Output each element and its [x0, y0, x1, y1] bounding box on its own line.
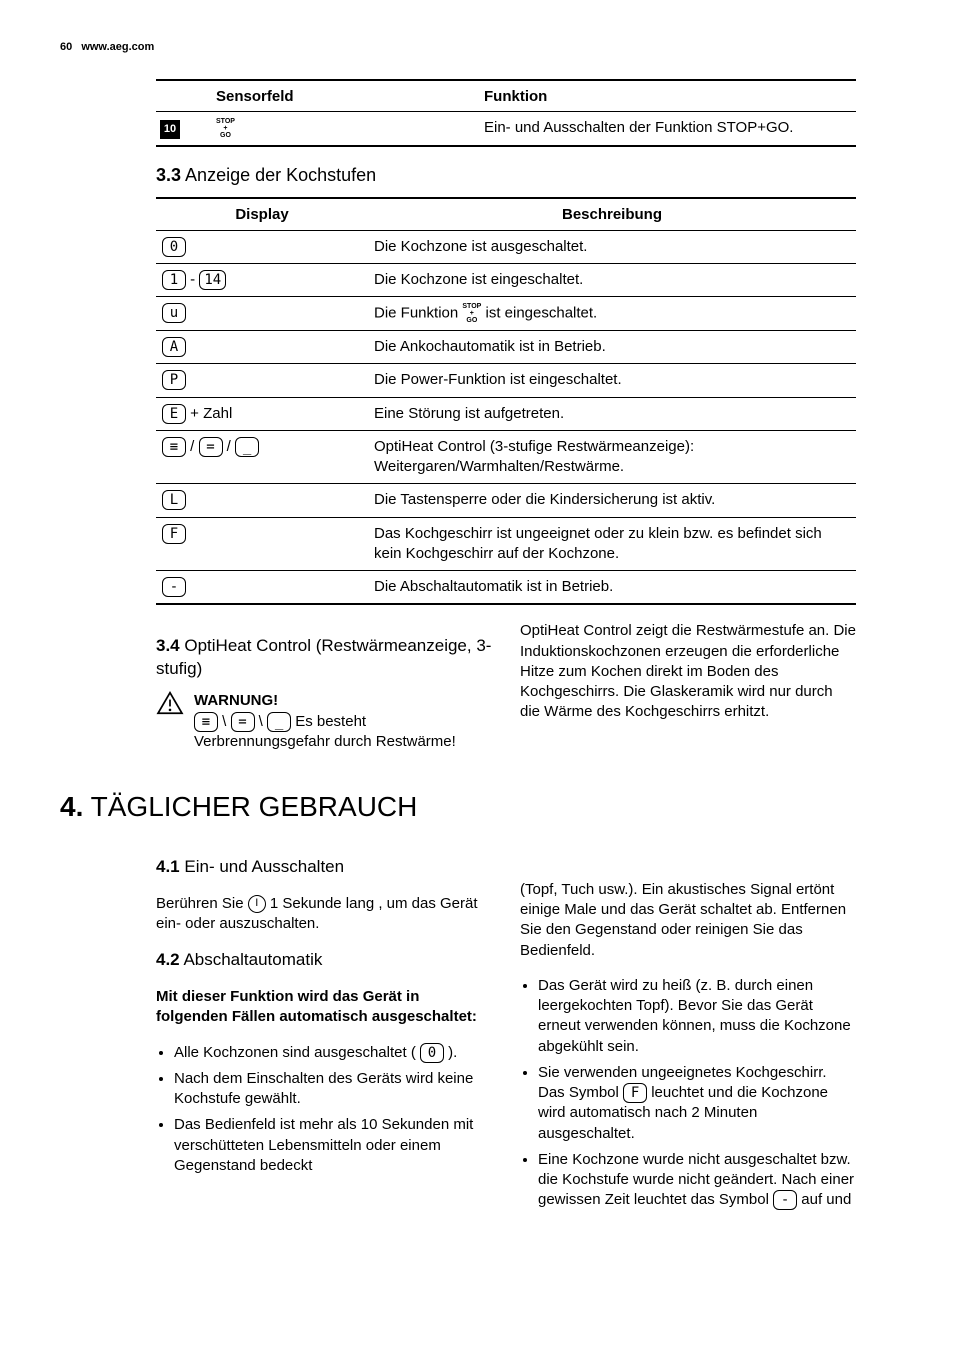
section-heading: 3.3 Anzeige der Kochstufen: [156, 163, 894, 187]
display-icon: -: [162, 577, 186, 597]
display-icon: F: [623, 1083, 647, 1103]
list-item: Sie verwenden ungeeignetes Kochgeschirr.…: [538, 1063, 856, 1144]
section-heading: 4.2 Abschaltautomatik: [156, 949, 492, 972]
display-table: Display Beschreibung 0 Die Kochzone ist a…: [156, 197, 856, 605]
row-desc: Die Abschaltautomatik ist in Betrieb.: [368, 571, 856, 605]
list-item: Das Bedienfeld ist mehr als 10 Sekunden …: [174, 1115, 492, 1176]
col-funktion: Funktion: [480, 80, 856, 112]
warning-title: WARNUNG!: [194, 691, 492, 711]
table-row: 1 - 14Die Kochzone ist eingeschaltet.: [156, 263, 856, 296]
col-sensorfeld: Sensorfeld: [212, 80, 480, 112]
warning-icon: [156, 691, 184, 715]
display-icon: ≡: [162, 437, 186, 457]
display-icon: A: [162, 337, 186, 357]
bullet-list: Alle Kochzonen sind ausgeschaltet ( 0 ).…: [156, 1043, 492, 1177]
display-icon: _: [235, 437, 259, 457]
display-icon: L: [162, 490, 186, 510]
row-desc: Das Kochgeschirr ist ungeeignet oder zu …: [368, 517, 856, 571]
list-item: Nach dem Einschalten des Geräts wird kei…: [174, 1069, 492, 1110]
row-desc: Die Kochzone ist ausgeschaltet.: [368, 230, 856, 263]
col-beschreibung: Beschreibung: [368, 198, 856, 230]
power-icon: I: [248, 895, 266, 913]
list-item: Das Gerät wird zu heiß (z. B. durch eine…: [538, 976, 856, 1057]
table-row: F Das Kochgeschirr ist ungeeignet oder zu…: [156, 517, 856, 571]
header-url: www.aeg.com: [81, 41, 154, 53]
row-desc: Eine Störung ist aufgetreten.: [368, 397, 856, 430]
table-row: A Die Ankochautomatik ist in Betrieb.: [156, 331, 856, 364]
row-desc: Die Ankochautomatik ist in Betrieb.: [368, 331, 856, 364]
display-icon: E: [162, 404, 186, 424]
row-number: 10: [160, 120, 180, 139]
stopgo-icon: STOP+GO: [216, 118, 235, 139]
row-desc: OptiHeat Control (3-stufige Restwärmeanz…: [368, 430, 856, 484]
sec41-text: Berühren Sie I 1 Sekunde lang , um das G…: [156, 894, 492, 935]
row-desc: Die Kochzone ist eingeschaltet.: [368, 263, 856, 296]
table-row: L Die Tastensperre oder die Kindersicheru…: [156, 484, 856, 517]
display-icon: 0: [420, 1043, 444, 1063]
warning-block: WARNUNG! ≡ \ = \ _ Es besteht Verbrennun…: [156, 691, 492, 752]
display-icon: 0: [162, 237, 186, 257]
display-icon: =: [231, 712, 255, 732]
bullet-list: Das Gerät wird zu heiß (z. B. durch eine…: [520, 976, 856, 1211]
page-header: 60 www.aeg.com: [60, 40, 894, 55]
display-icon: =: [199, 437, 223, 457]
row-desc: Die Tastensperre oder die Kindersicherun…: [368, 484, 856, 517]
page-number: 60: [60, 41, 72, 53]
section-heading: 3.4 OptiHeat Control (Restwärmeanzeige, …: [156, 635, 492, 681]
section-heading: 4.1 Ein- und Ausschalten: [156, 856, 492, 879]
display-icon: P: [162, 370, 186, 390]
table-row: ≡ / = / _OptiHeat Control (3-stufige Res…: [156, 430, 856, 484]
row-desc: Die Funktion STOP+GO ist eingeschaltet.: [368, 297, 856, 331]
table-row: 10 STOP+GO Ein- und Ausschalten der Funk…: [156, 112, 856, 147]
table-row: P Die Power-Funktion ist eingeschaltet.: [156, 364, 856, 397]
display-icon: _: [267, 712, 291, 732]
chapter-heading: 4. TÄGLICHER GEBRAUCH: [60, 788, 894, 826]
table-row: E + ZahlEine Störung ist aufgetreten.: [156, 397, 856, 430]
list-item: Alle Kochzonen sind ausgeschaltet ( 0 ).: [174, 1043, 492, 1063]
display-icon: 1: [162, 270, 186, 290]
table-row: - Die Abschaltautomatik ist in Betrieb.: [156, 571, 856, 605]
table-row: 0 Die Kochzone ist ausgeschaltet.: [156, 230, 856, 263]
display-icon: ≡: [194, 712, 218, 732]
display-icon: 14: [199, 270, 226, 290]
sec42-right-top: (Topf, Tuch usw.). Ein akustisches Signa…: [520, 880, 856, 961]
col-display: Display: [156, 198, 368, 230]
display-icon: u: [162, 303, 186, 323]
table-row: u Die Funktion STOP+GO ist eingeschaltet.: [156, 297, 856, 331]
display-icon: F: [162, 524, 186, 544]
warning-text: ≡ \ = \ _ Es besteht Verbrennungsgefahr …: [194, 712, 492, 753]
list-item: Eine Kochzone wurde nicht ausgeschaltet …: [538, 1150, 856, 1211]
optiheat-description: OptiHeat Control zeigt die Restwärmestuf…: [520, 621, 856, 752]
row-desc: Die Power-Funktion ist eingeschaltet.: [368, 364, 856, 397]
stopgo-icon: STOP+GO: [462, 303, 481, 324]
row-desc: Ein- und Ausschalten der Funktion STOP+G…: [480, 112, 856, 147]
sensorfeld-table: Sensorfeld Funktion 10 STOP+GO Ein- und …: [156, 79, 856, 147]
display-icon: -: [773, 1190, 797, 1210]
sec42-intro: Mit dieser Funktion wird das Gerät in fo…: [156, 987, 492, 1028]
